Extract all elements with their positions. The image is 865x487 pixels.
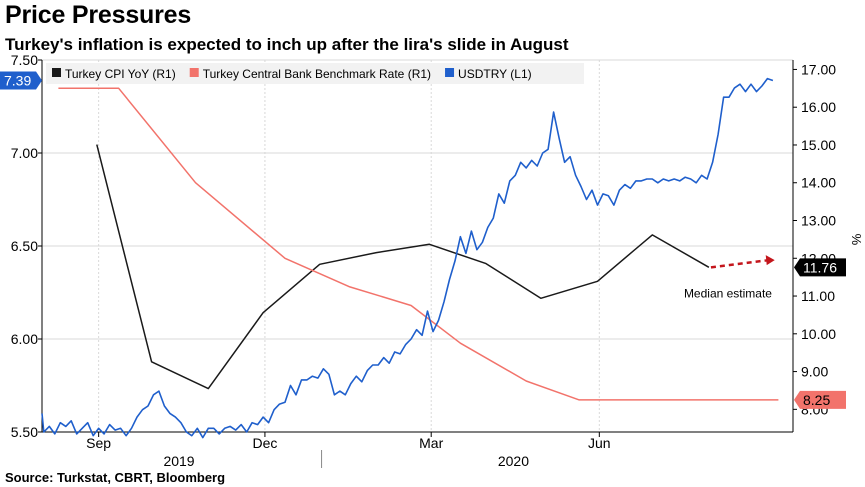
cpi-last-value-badge-shape (794, 258, 846, 277)
rate-last-value-badge-label: 8.25 (803, 392, 830, 408)
legend-swatch (445, 68, 455, 77)
legend-label: Turkey Central Bank Benchmark Rate (R1) (203, 67, 431, 81)
y-left-tick-label: 7.00 (11, 145, 38, 161)
y-right-tick-label: 16.00 (801, 99, 836, 115)
x-tick-label: Mar (419, 435, 443, 451)
legend-label: Turkey CPI YoY (R1) (65, 67, 176, 81)
y-left-tick-label: 7.50 (11, 52, 38, 68)
y-left-tick-label: 6.50 (11, 238, 38, 254)
forecast-annotation: Median estimate (684, 286, 772, 300)
y-right-tick-label: 13.00 (801, 213, 836, 229)
legend-swatch (52, 68, 61, 77)
chart-source: Source: Turkstat, CBRT, Bloomberg (5, 470, 226, 485)
x-year-label: 2020 (498, 453, 529, 469)
x-tick-label: Jun (588, 435, 611, 451)
forecast-arrowhead (765, 255, 775, 266)
y-right-tick-label: 15.00 (801, 137, 836, 153)
usdtry-last-value-badge-shape (0, 71, 42, 90)
y-right-axis-label: % (849, 234, 864, 246)
y-right-tick-label: 14.00 (801, 175, 836, 191)
forecast-arrow-line (710, 258, 769, 269)
legend: Turkey CPI YoY (R1) Turkey Central Bank B… (46, 63, 584, 84)
legend-label: USDTRY (L1) (458, 67, 532, 81)
y-left-tick-label: 6.00 (11, 331, 38, 347)
cpi-last-value-badge-label: 11.76 (803, 259, 837, 275)
series-line-turkey-central-bank-benchmark-rate-r1 (58, 87, 779, 401)
y-right-tick-label: 10.00 (801, 326, 836, 342)
x-year-label: 2019 (163, 453, 194, 469)
rate-last-value-badge-shape (794, 390, 846, 409)
cpi-last-value-badge: 11.76 (794, 258, 846, 277)
usdtry-last-value-badge: 7.39 (0, 71, 42, 90)
y-right-tick-label: 11.00 (801, 288, 835, 304)
chart-subtitle: Turkey's inflation is expected to inch u… (5, 35, 569, 54)
y-right-tick-label: 9.00 (801, 364, 828, 380)
y-left-tick-label: 5.50 (11, 424, 38, 440)
x-tick-label: Dec (252, 435, 277, 451)
chart-title: Price Pressures (5, 1, 192, 29)
legend-swatch (189, 68, 199, 77)
y-right-tick-label: 17.00 (801, 61, 836, 77)
x-tick-label: Sep (86, 435, 111, 451)
rate-last-value-badge: 8.25 (794, 390, 846, 409)
usdtry-last-value-badge-label: 7.39 (4, 72, 31, 88)
series-line-turkey-cpi-yoy-r1 (96, 144, 710, 390)
series-line-usdtry-l1 (41, 77, 774, 439)
